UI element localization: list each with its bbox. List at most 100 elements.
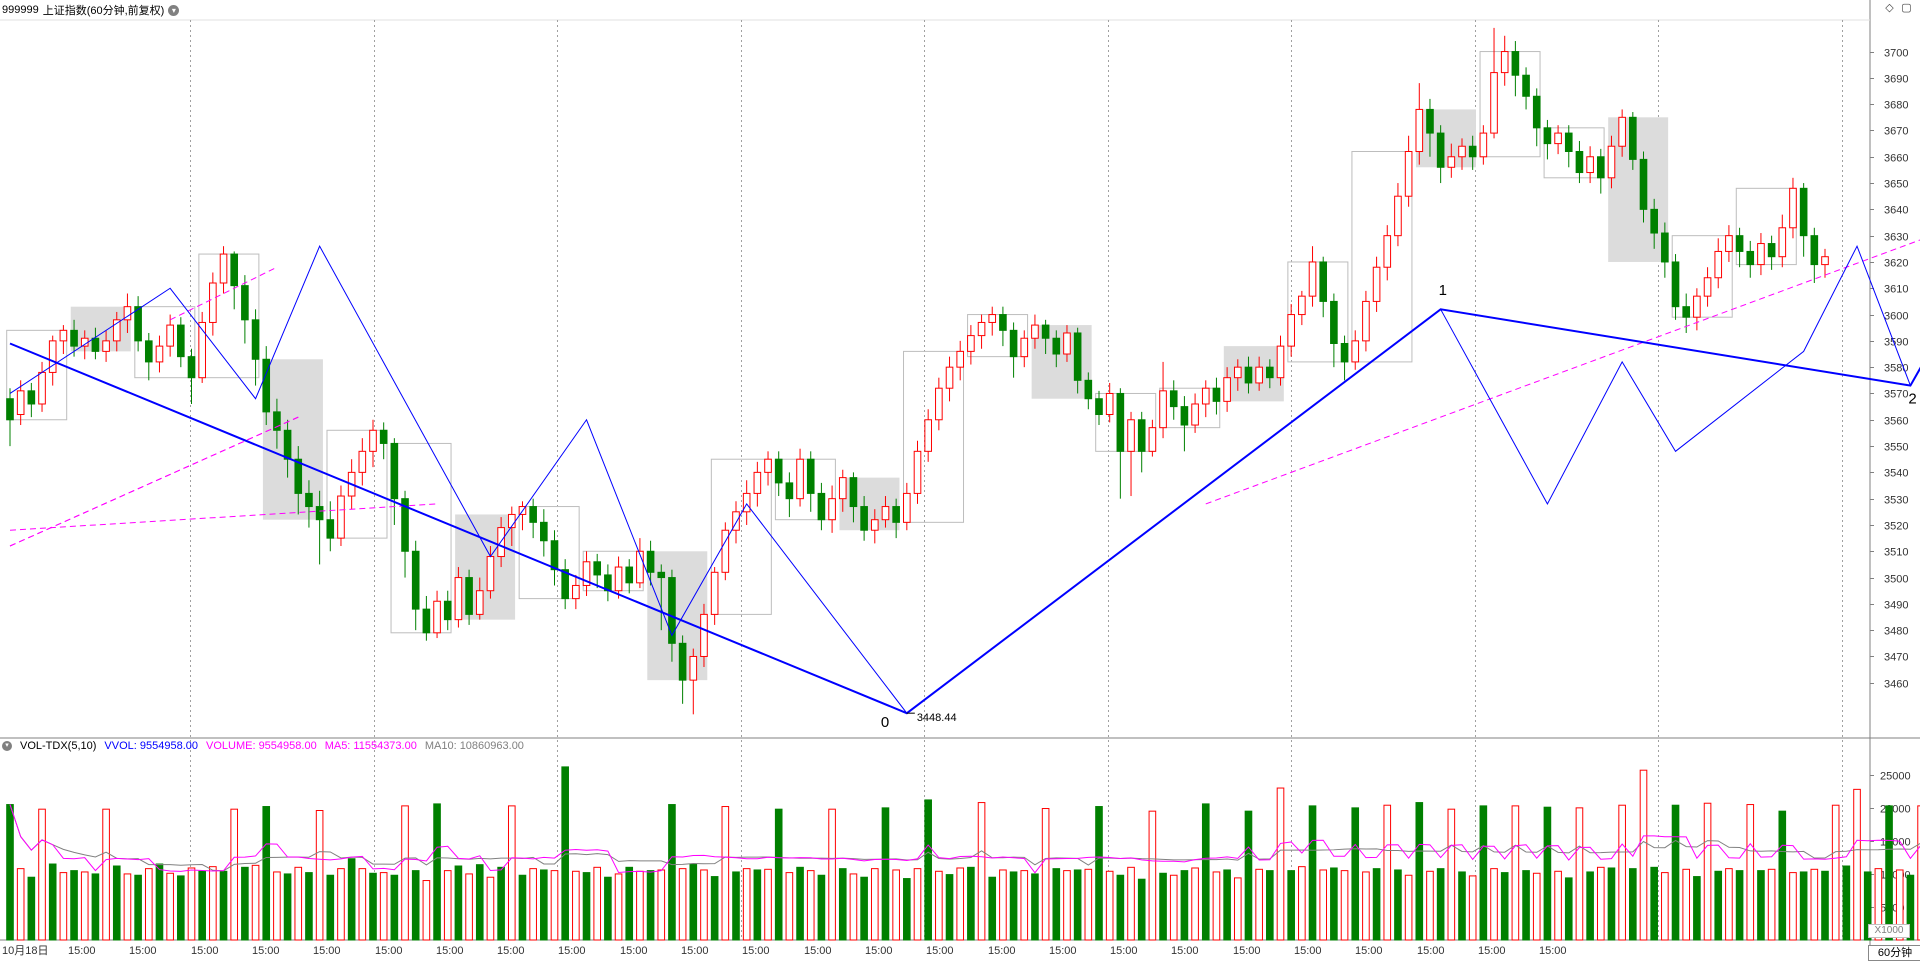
volume-bar-up[interactable]: [16, 868, 25, 941]
volume-bar-up[interactable]: [1404, 874, 1413, 941]
volume-bar-up[interactable]: [935, 870, 943, 941]
candle-up[interactable]: [1703, 277, 1712, 297]
candle-up[interactable]: [903, 492, 911, 523]
candle-down[interactable]: [593, 561, 602, 576]
volume-bar-down[interactable]: [283, 873, 292, 941]
volume-bar-down[interactable]: [1073, 869, 1082, 941]
volume-bar-down[interactable]: [668, 804, 676, 941]
candle-up[interactable]: [1201, 387, 1210, 405]
candle-up[interactable]: [155, 345, 164, 363]
volume-bar-up[interactable]: [572, 870, 580, 941]
candle-down[interactable]: [849, 477, 858, 508]
volume-bar-down[interactable]: [1244, 810, 1253, 941]
candle-down[interactable]: [1532, 95, 1541, 129]
volume-bar-up[interactable]: [1639, 769, 1648, 941]
candle-down[interactable]: [1682, 306, 1691, 318]
volume-bar-up[interactable]: [657, 869, 666, 941]
volume-bar-up[interactable]: [486, 876, 495, 941]
volume-bar-up[interactable]: [614, 873, 623, 941]
volume-bar-up[interactable]: [1276, 787, 1285, 941]
volume-bar-down[interactable]: [817, 874, 826, 941]
candle-up[interactable]: [1372, 266, 1381, 302]
volume-bar-up[interactable]: [123, 873, 132, 941]
volume-bar-down[interactable]: [1287, 870, 1295, 941]
candle-up[interactable]: [1031, 324, 1039, 339]
volume-bar-up[interactable]: [166, 872, 174, 941]
candle-up[interactable]: [1458, 145, 1466, 158]
volume-bar-down[interactable]: [1223, 869, 1231, 941]
candle-down[interactable]: [1543, 127, 1552, 145]
volume-bar-down[interactable]: [945, 874, 954, 941]
candle-up[interactable]: [732, 511, 740, 531]
candle-up[interactable]: [935, 387, 943, 421]
volume-bar-down[interactable]: [1671, 804, 1680, 941]
candle-up[interactable]: [1757, 243, 1765, 266]
candle-down[interactable]: [6, 398, 14, 421]
candle-down[interactable]: [892, 506, 900, 523]
candle-down[interactable]: [1426, 108, 1434, 134]
volume-bar-down[interactable]: [369, 872, 377, 941]
candle-up[interactable]: [689, 655, 698, 681]
candle-down[interactable]: [1810, 235, 1819, 266]
candle-down[interactable]: [561, 569, 569, 600]
candle-down[interactable]: [1639, 158, 1648, 210]
candle-down[interactable]: [1671, 261, 1680, 308]
volume-bar-down[interactable]: [219, 870, 228, 941]
candle-up[interactable]: [710, 571, 719, 615]
volume-bar-up[interactable]: [1148, 810, 1157, 941]
candle-down[interactable]: [1746, 250, 1755, 266]
volume-bar-up[interactable]: [636, 870, 644, 941]
volume-bar-up[interactable]: [1511, 805, 1520, 941]
volume-bar-down[interactable]: [433, 803, 441, 941]
volume-bar-up[interactable]: [337, 868, 345, 941]
volume-bar-up[interactable]: [593, 866, 602, 941]
candle-up[interactable]: [219, 253, 228, 284]
candle-down[interactable]: [70, 329, 78, 347]
candle-up[interactable]: [1383, 235, 1392, 268]
volume-bar-up[interactable]: [1127, 866, 1135, 941]
volume-bar-up[interactable]: [1596, 866, 1605, 941]
volume-bar-up[interactable]: [1853, 788, 1861, 941]
volume-bar-up[interactable]: [956, 867, 965, 941]
volume-bar-up[interactable]: [1383, 804, 1392, 941]
volume-bar-down[interactable]: [411, 870, 420, 941]
volume-bar-down[interactable]: [988, 876, 997, 941]
volume-bar-up[interactable]: [358, 868, 367, 941]
volume-bar-down[interactable]: [1201, 803, 1210, 941]
candle-down[interactable]: [315, 506, 324, 521]
volume-bar-down[interactable]: [1137, 878, 1146, 941]
volume-bar-down[interactable]: [112, 865, 121, 941]
volume-bar-up[interactable]: [1063, 870, 1071, 941]
volume-bar-up[interactable]: [678, 868, 687, 941]
candle-down[interactable]: [411, 550, 420, 610]
candle-down[interactable]: [1799, 187, 1808, 237]
volume-bar-down[interactable]: [1031, 873, 1039, 941]
volume-bar-down[interactable]: [1266, 870, 1274, 941]
candle-down[interactable]: [294, 458, 303, 494]
candle-down[interactable]: [529, 506, 537, 523]
candle-up[interactable]: [1821, 256, 1829, 266]
volume-bar-up[interactable]: [785, 872, 794, 941]
volume-bar-down[interactable]: [689, 863, 698, 941]
volume-bar-down[interactable]: [27, 876, 36, 941]
volume-bar-down[interactable]: [1180, 870, 1189, 941]
candle-up[interactable]: [1778, 227, 1787, 258]
candle-up[interactable]: [614, 566, 623, 592]
volume-bar-down[interactable]: [967, 866, 975, 941]
candle-down[interactable]: [657, 571, 666, 579]
volume-bar-up[interactable]: [742, 868, 751, 941]
volume-bar-down[interactable]: [198, 870, 206, 941]
candle-up[interactable]: [753, 471, 762, 494]
volume-bar-down[interactable]: [1159, 872, 1167, 941]
volume-bar-up[interactable]: [1041, 808, 1050, 941]
candle-up[interactable]: [454, 577, 463, 621]
candle-down[interactable]: [1575, 151, 1584, 174]
volume-bar-up[interactable]: [1169, 874, 1178, 941]
volume-bar-down[interactable]: [1458, 871, 1466, 941]
candle-up[interactable]: [198, 321, 206, 379]
volume-bar-up[interactable]: [1468, 875, 1477, 941]
volume-indicator-name[interactable]: VOL-TDX(5,10): [20, 740, 97, 752]
candle-up[interactable]: [1394, 195, 1402, 237]
volume-bar-up[interactable]: [1682, 868, 1691, 941]
volume-bar-up[interactable]: [1746, 804, 1755, 941]
